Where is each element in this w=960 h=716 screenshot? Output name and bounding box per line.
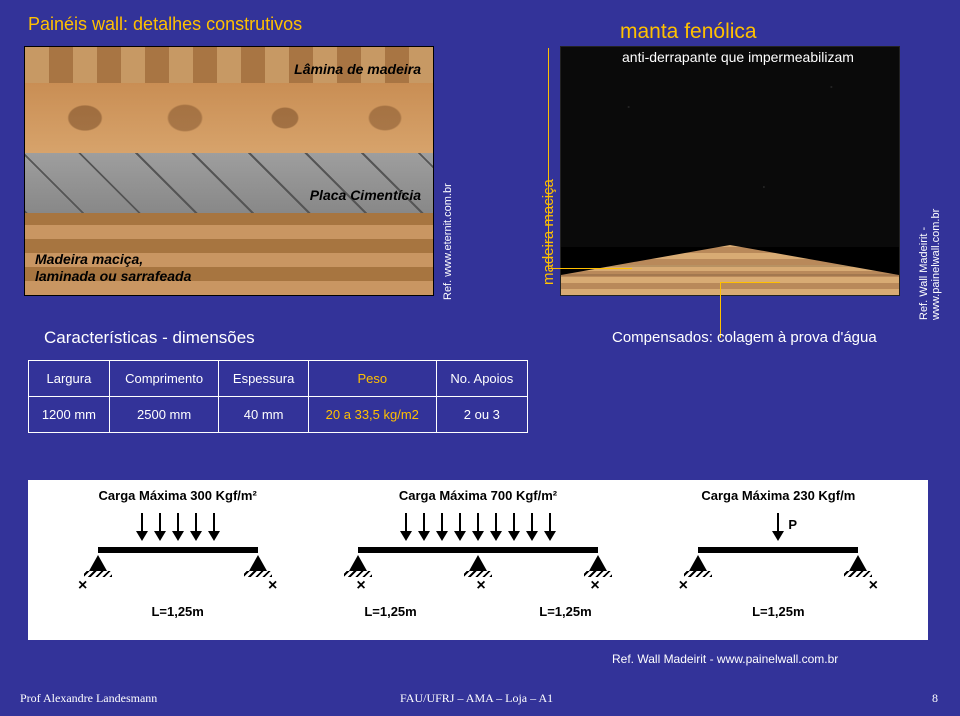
label-madeira: Madeira maciça, laminada ou sarrafeada (33, 251, 193, 285)
span-label: L=1,25m (364, 604, 416, 619)
span-label: L=1,25m (539, 604, 591, 619)
label-placa: Placa Cimentícia (308, 187, 423, 203)
span-label: L=1,25m (635, 604, 922, 619)
page-title: Painéis wall: detalhes construtivos (28, 14, 302, 35)
col-comprimento: Comprimento (109, 361, 219, 397)
diagram-title: Carga Máxima 700 Kgf/m² (334, 488, 621, 503)
ref-madeirit-side: Ref. Wall Madeirit - www.painelwall.com.… (918, 209, 942, 320)
footer-page: 8 (932, 691, 938, 706)
col-espessura: Espessura (219, 361, 309, 397)
footer-author: Prof Alexandre Landesmann (20, 691, 157, 706)
diagram-300: Carga Máxima 300 Kgf/m² × × L=1,25m (28, 480, 328, 640)
cell-peso: 20 a 33,5 kg/m2 (308, 397, 436, 433)
compensados-text: Compensados: colagem à prova d'água (612, 328, 877, 348)
wall-layers-image: Lâmina de madeira Placa Cimentícia Madei… (24, 46, 434, 296)
col-largura: Largura (29, 361, 110, 397)
label-lamina: Lâmina de madeira (292, 61, 423, 77)
cell-largura: 1200 mm (29, 397, 110, 433)
load-diagrams: Carga Máxima 300 Kgf/m² × × L=1,25m Carg… (28, 480, 928, 640)
table-header-row: Largura Comprimento Espessura Peso No. A… (29, 361, 528, 397)
diagram-title: Carga Máxima 230 Kgf/m (635, 488, 922, 503)
phenolic-panel-image (560, 46, 900, 296)
diagram-title: Carga Máxima 300 Kgf/m² (34, 488, 321, 503)
ref-madeirit-bottom: Ref. Wall Madeirit - www.painelwall.com.… (612, 652, 838, 666)
dimensoes-title: Características - dimensões (44, 328, 255, 348)
footer-course: FAU/UFRJ – AMA – Loja – A1 (400, 691, 553, 706)
cell-comprimento: 2500 mm (109, 397, 219, 433)
subtext-manta: anti-derrapante que impermeabilizam (622, 48, 854, 66)
heading-manta-fenolica: manta fenólica (620, 20, 757, 44)
diagram-700: Carga Máxima 700 Kgf/m² × × × L=1,25m L=… (328, 480, 628, 640)
cell-apoios: 2 ou 3 (436, 397, 527, 433)
dimensoes-table: Largura Comprimento Espessura Peso No. A… (28, 360, 528, 433)
label-madeira-macica: madeira maciça (540, 179, 557, 285)
cell-espessura: 40 mm (219, 397, 309, 433)
load-arrows (334, 513, 621, 543)
load-arrows (635, 513, 922, 543)
span-label: L=1,25m (34, 604, 321, 619)
diagram-230: Carga Máxima 230 Kgf/m P × × L=1,25m (629, 480, 928, 640)
ref-eternit: Ref. www.eternit.com.br (442, 183, 454, 300)
col-peso: Peso (308, 361, 436, 397)
col-apoios: No. Apoios (436, 361, 527, 397)
load-arrows (34, 513, 321, 543)
table-row: 1200 mm 2500 mm 40 mm 20 a 33,5 kg/m2 2 … (29, 397, 528, 433)
